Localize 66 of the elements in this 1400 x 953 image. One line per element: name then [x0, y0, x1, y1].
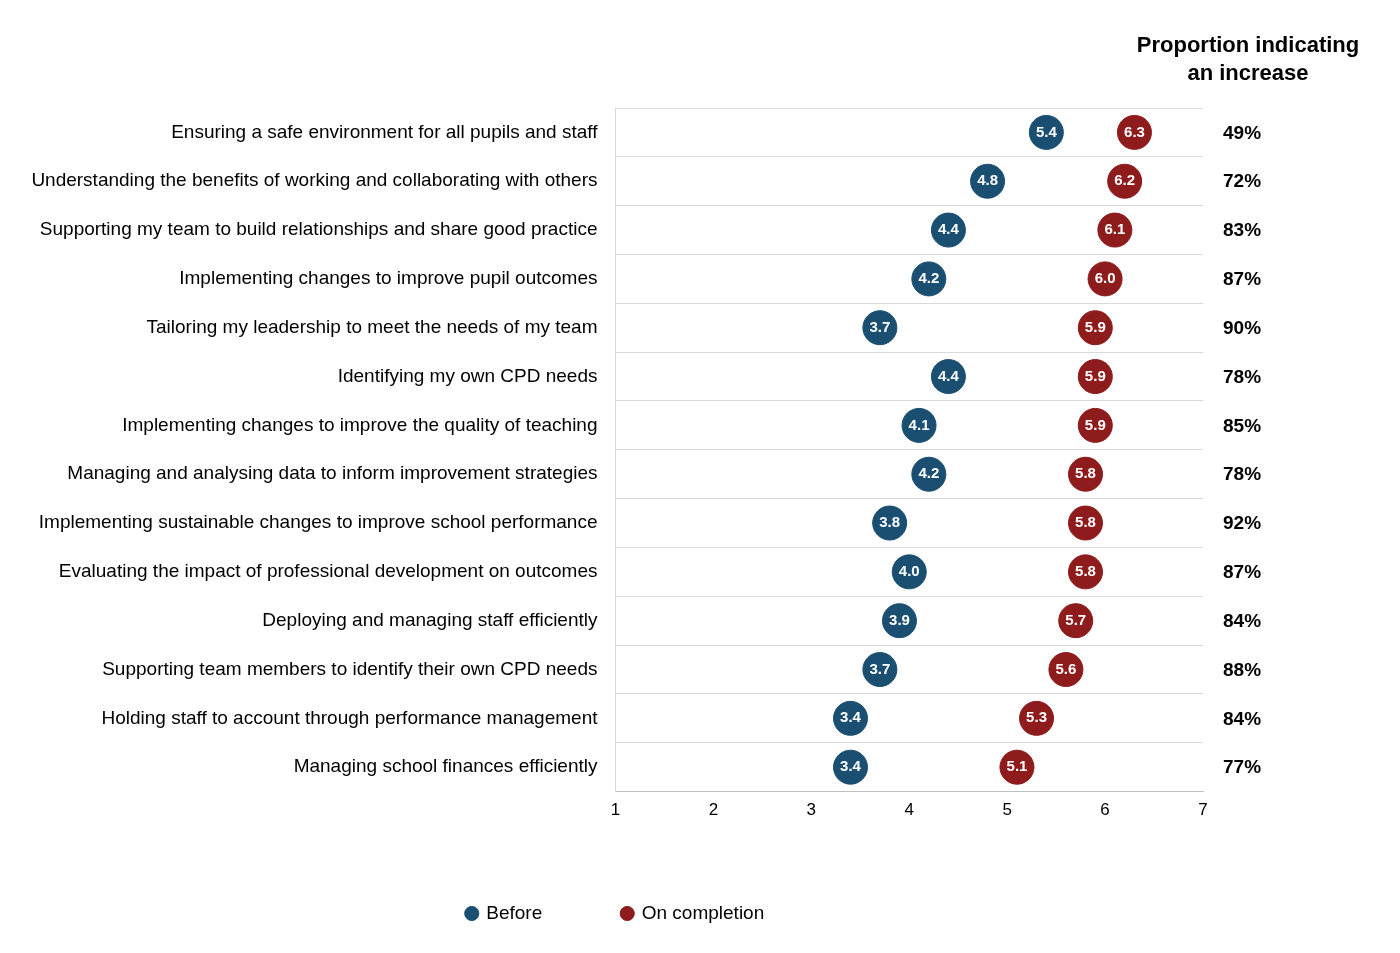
text: 92% [1223, 512, 1262, 534]
text: 90% [1223, 316, 1262, 338]
data-label: 3.9 [889, 610, 910, 628]
data-label: 3.8 [879, 513, 901, 531]
data-label: 5.4 [1035, 122, 1058, 140]
text: 78% [1223, 365, 1262, 387]
data-label: 5.8 [1075, 562, 1096, 580]
y-tick-label: Ensuring a safe environment for all pupils and staff [171, 120, 599, 142]
data-label: 6.3 [1124, 122, 1145, 140]
data-label: 4.4 [937, 220, 960, 238]
y-tick-label: Managing and analysing data to inform improvement strategies [67, 462, 598, 484]
text: 78% [1223, 463, 1262, 485]
text: 77% [1223, 756, 1262, 778]
x-tick-label: 3 [806, 800, 817, 820]
data-label: 5.9 [1084, 317, 1106, 335]
text: 87% [1223, 561, 1262, 583]
text: 49% [1223, 121, 1262, 143]
x-tick-label: 4 [904, 800, 914, 820]
text: 85% [1223, 414, 1262, 436]
data-label: 5.8 [1075, 464, 1096, 482]
data-label: 4.2 [918, 269, 940, 287]
x-tick-label: 1 [610, 800, 621, 820]
y-tick-label: Managing school finances efficiently [293, 755, 598, 777]
data-label: 5.3 [1026, 708, 1047, 726]
data-label: 6.1 [1104, 220, 1126, 238]
legend-label: Before [486, 901, 543, 923]
data-label: 6.0 [1094, 269, 1116, 287]
text: 83% [1223, 219, 1262, 241]
data-label: 3.7 [869, 317, 891, 335]
data-label: 4.1 [908, 415, 930, 433]
y-tick-label: Tailoring my leadership to meet the needs of my team [146, 315, 598, 337]
data-label: 4.0 [898, 562, 920, 580]
x-tick-label: 7 [1198, 800, 1208, 820]
data-label: 4.2 [918, 464, 940, 482]
data-label: 5.9 [1084, 415, 1106, 433]
x-tick-label: 5 [1002, 800, 1012, 820]
y-tick-label: Understanding the benefits of working and collaborating with others [31, 169, 598, 191]
data-label: 3.7 [869, 659, 891, 677]
text: Proportion indicating an increase [1136, 32, 1360, 86]
legend-label: On completion [641, 901, 765, 923]
y-tick-label: Supporting my team to build relationships and share good practice [39, 218, 598, 240]
text: 88% [1223, 658, 1262, 680]
y-tick-label: Evaluating the impact of professional development on outcomes [58, 560, 598, 582]
data-label: 5.1 [1006, 757, 1028, 775]
data-label: 6.2 [1114, 171, 1136, 189]
x-tick-label: 2 [708, 800, 719, 820]
y-tick-label: Holding staff to account through performance management [101, 706, 599, 728]
y-tick-label: Implementing changes to improve pupil outcomes [179, 267, 598, 289]
data-label: 5.7 [1065, 610, 1087, 628]
data-label: 3.4 [840, 708, 862, 726]
text: 87% [1223, 268, 1262, 290]
data-label: 5.6 [1055, 659, 1077, 677]
y-tick-label: Identifying my own CPD needs [337, 364, 598, 386]
y-tick-label: Implementing sustainable changes to improve school performance [38, 511, 598, 533]
text: 84% [1223, 707, 1262, 729]
data-label: 3.4 [840, 757, 862, 775]
data-label: 5.8 [1075, 513, 1096, 531]
data-label: 5.9 [1084, 366, 1106, 384]
data-label: 4.4 [937, 366, 960, 384]
y-tick-label: Implementing changes to improve the quality of teaching [122, 413, 598, 435]
x-tick-label: 6 [1100, 800, 1110, 820]
y-tick-label: Deploying and managing staff efficiently [262, 608, 598, 630]
text: 84% [1223, 609, 1262, 631]
data-label: 4.8 [977, 171, 999, 189]
y-tick-label: Supporting team members to identify their own CPD needs [102, 657, 598, 679]
text: 72% [1223, 170, 1262, 192]
